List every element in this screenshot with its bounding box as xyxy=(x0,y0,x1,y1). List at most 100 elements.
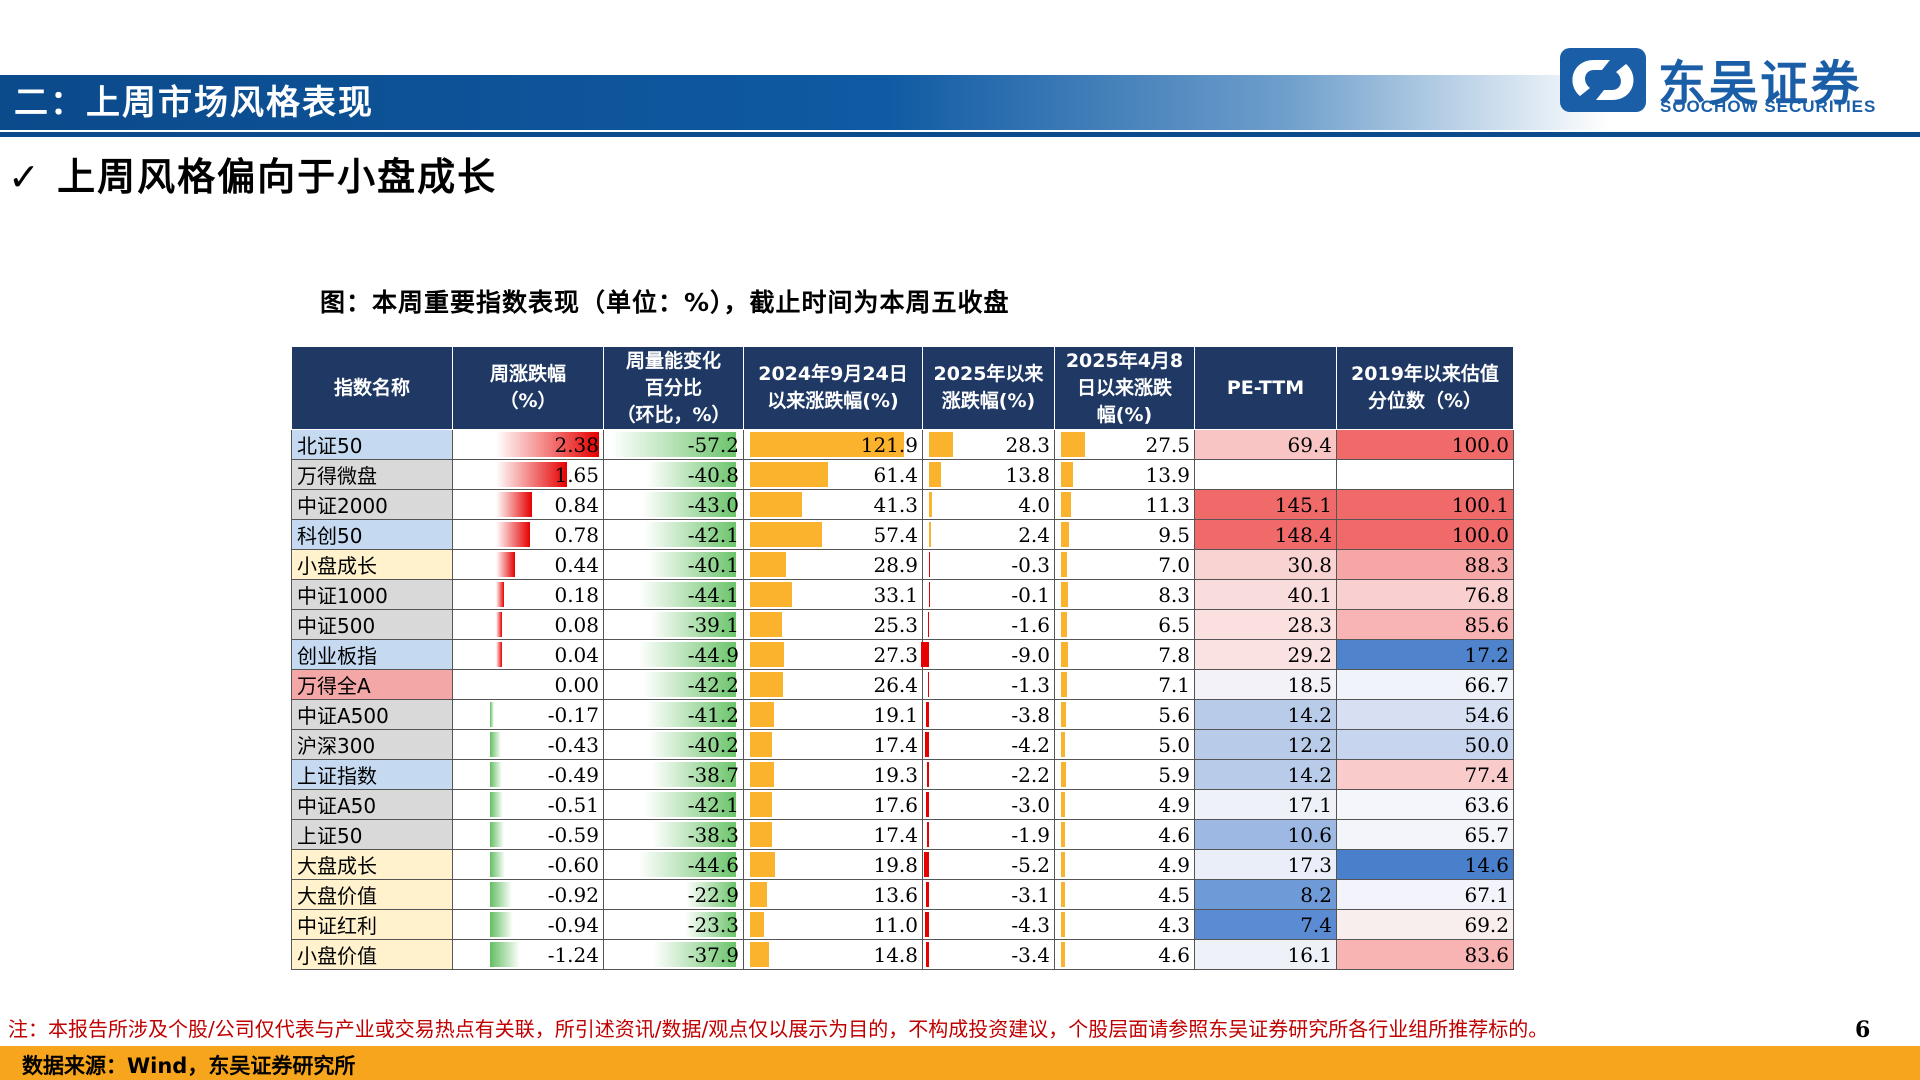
value-cell-pe: 14.2 xyxy=(1194,759,1337,790)
cell-value: 14.6 xyxy=(1464,852,1509,877)
cell-value: 17.6 xyxy=(873,792,918,817)
cell-value: 27.5 xyxy=(1145,432,1190,457)
index-name-cell: 中证红利 xyxy=(291,909,453,940)
cell-value: 4.6 xyxy=(1158,942,1190,967)
value-cell-vol: -44.1 xyxy=(603,579,744,610)
cell-value: 7.1 xyxy=(1158,672,1190,697)
cell-value: -4.3 xyxy=(1011,912,1050,937)
table-row: 沪深300 -0.43 -40.2 17.4 -4.2 5.0 12.2 50.0 xyxy=(291,729,1514,760)
cell-value: 7.4 xyxy=(1300,912,1332,937)
index-name-cell: 大盘成长 xyxy=(291,849,453,880)
cell-value: -3.8 xyxy=(1011,702,1050,727)
value-cell-vol: -40.2 xyxy=(603,729,744,760)
column-header: 2019年以来估值 分位数（%） xyxy=(1336,346,1514,430)
cell-value: 54.6 xyxy=(1464,702,1509,727)
data-source: 数据来源：Wind，东吴证券研究所 xyxy=(22,1054,356,1078)
table-row: 万得全A 0.00 -42.2 26.4 -1.3 7.1 18.5 66.7 xyxy=(291,669,1514,700)
value-cell-w: 1.65 xyxy=(452,459,604,490)
data-bar-s924 xyxy=(750,462,828,487)
cell-value: 10.6 xyxy=(1287,822,1332,847)
cell-value: 65.7 xyxy=(1464,822,1509,847)
table-row: 中证A500 -0.17 -41.2 19.1 -3.8 5.6 14.2 54.6 xyxy=(291,699,1514,730)
index-name-cell: 创业板指 xyxy=(291,639,453,670)
cell-value: 17.4 xyxy=(873,822,918,847)
value-cell-pe: 16.1 xyxy=(1194,939,1337,970)
cell-value: 40.1 xyxy=(1287,582,1332,607)
value-cell-pe: 148.4 xyxy=(1194,519,1337,550)
data-bar-s924 xyxy=(750,432,904,457)
value-cell-pe: 8.2 xyxy=(1194,879,1337,910)
cell-value: 6.5 xyxy=(1158,612,1190,637)
value-cell-ytd: 13.8 xyxy=(922,459,1055,490)
data-bar-vol xyxy=(641,492,736,517)
value-cell-ytd: -3.1 xyxy=(922,879,1055,910)
column-header: 指数名称 xyxy=(291,346,453,430)
value-cell-w: -0.59 xyxy=(452,819,604,850)
value-cell-s924: 61.4 xyxy=(743,459,923,490)
data-bar-vol xyxy=(651,762,736,787)
data-bar-a48 xyxy=(1061,792,1066,817)
value-cell-vol: -43.0 xyxy=(603,489,744,520)
index-name-cell: 科创50 xyxy=(291,519,453,550)
data-bar-s924 xyxy=(750,522,823,547)
data-bar-a48 xyxy=(1061,582,1069,607)
cell-value: -0.59 xyxy=(547,822,599,847)
index-name-cell: 中证1000 xyxy=(291,579,453,610)
data-bar-s924 xyxy=(750,492,803,517)
cell-value: 17.2 xyxy=(1464,642,1509,667)
table-row: 中证A50 -0.51 -42.1 17.6 -3.0 4.9 17.1 63.6 xyxy=(291,789,1514,820)
value-cell-ytd: -9.0 xyxy=(921,639,1055,670)
data-bar-ytd xyxy=(924,852,929,877)
data-bar-a48 xyxy=(1061,672,1068,697)
cell-value: -42.1 xyxy=(687,792,739,817)
data-bar-a48 xyxy=(1061,852,1066,877)
cell-value: 9.5 xyxy=(1158,522,1190,547)
value-cell-pct: 100.1 xyxy=(1336,489,1514,520)
cell-value: 25.3 xyxy=(873,612,918,637)
table-row: 小盘价值 -1.24 -37.9 14.8 -3.4 4.6 16.1 83.6 xyxy=(291,939,1514,970)
cell-value: 19.1 xyxy=(873,702,918,727)
table-row: 中证2000 0.84 -43.0 41.3 4.0 11.3 145.1 100.1 xyxy=(291,489,1514,520)
data-bar-w xyxy=(490,792,503,817)
disclaimer-note: 注：本报告所涉及个股/公司仅代表与产业或交易热点有关联，所引述资讯/数据/观点仅… xyxy=(8,1017,1549,1041)
value-cell-pe: 18.5 xyxy=(1194,669,1337,700)
value-cell-ytd: 28.3 xyxy=(922,429,1055,460)
cell-value: 19.3 xyxy=(873,762,918,787)
data-bar-w xyxy=(490,762,503,787)
data-bar-vol xyxy=(645,702,736,727)
data-bar-ytd xyxy=(925,702,929,727)
cell-value: 17.3 xyxy=(1287,852,1332,877)
value-cell-vol: -23.3 xyxy=(603,909,744,940)
value-cell-pct: 77.4 xyxy=(1336,759,1514,790)
cell-value: -40.8 xyxy=(687,462,739,487)
index-name-cell: 上证指数 xyxy=(291,759,453,790)
soochow-logo-icon xyxy=(1560,48,1646,112)
data-bar-ytd xyxy=(927,672,929,697)
value-cell-w: -0.17 xyxy=(452,699,604,730)
value-cell-pct: 65.7 xyxy=(1336,819,1514,850)
data-bar-a48 xyxy=(1061,552,1068,577)
value-cell-pe: 17.3 xyxy=(1194,849,1337,880)
table-row: 上证50 -0.59 -38.3 17.4 -1.9 4.6 10.6 65.7 xyxy=(291,819,1514,850)
cell-value: -44.6 xyxy=(687,852,739,877)
cell-value: -4.2 xyxy=(1011,732,1050,757)
data-bar-a48 xyxy=(1061,732,1066,757)
cell-value: 69.4 xyxy=(1287,432,1332,457)
value-cell-vol: -42.1 xyxy=(603,789,744,820)
table-row: 上证指数 -0.49 -38.7 19.3 -2.2 5.9 14.2 77.4 xyxy=(291,759,1514,790)
cell-value: -0.60 xyxy=(547,852,599,877)
table-row: 大盘价值 -0.92 -22.9 13.6 -3.1 4.5 8.2 67.1 xyxy=(291,879,1514,910)
index-name-cell: 中证500 xyxy=(291,609,453,640)
data-bar-s924 xyxy=(750,672,784,697)
value-cell-ytd: -2.2 xyxy=(922,759,1055,790)
data-bar-a48 xyxy=(1061,762,1067,787)
cell-value: 13.8 xyxy=(1005,462,1050,487)
checkmark-icon: ✓ xyxy=(8,155,42,199)
cell-value: 12.2 xyxy=(1287,732,1332,757)
table-header-row: 指数名称 周涨跌幅 （%） 周量能变化 百分比 （环比，%） 2024年9月24日 以… xyxy=(291,346,1514,430)
column-header: 2025年4月8 日以来涨跌 幅(%) xyxy=(1054,346,1195,430)
value-cell-ytd: -1.3 xyxy=(922,669,1055,700)
value-cell-pct xyxy=(1336,459,1514,490)
cell-value: 11.0 xyxy=(873,912,918,937)
value-cell-pct: 63.6 xyxy=(1336,789,1514,820)
